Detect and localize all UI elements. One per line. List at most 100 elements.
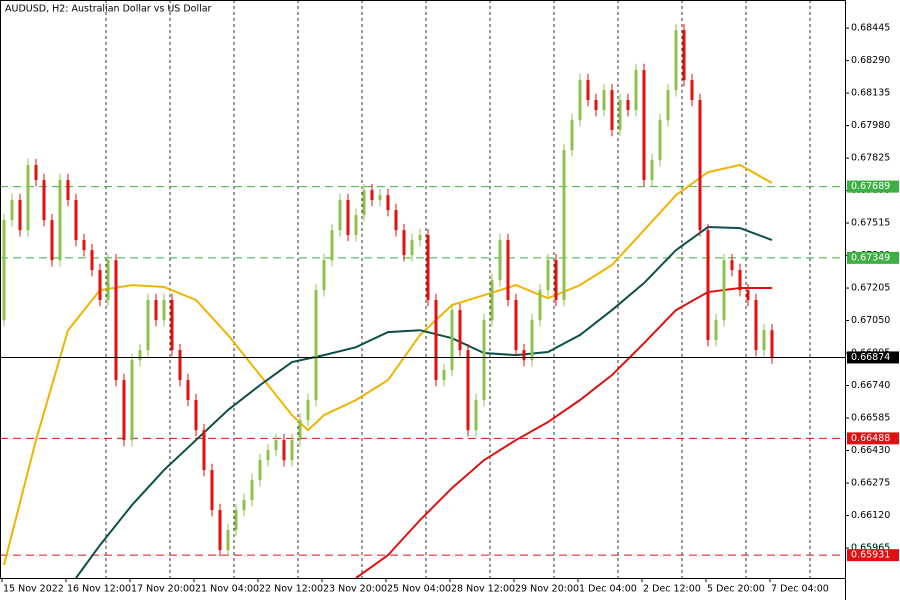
candle-body: [354, 215, 358, 236]
candle-body: [250, 480, 254, 501]
y-tick-label: 0.67050: [851, 315, 890, 326]
candle-body: [442, 370, 446, 381]
candle-body: [498, 240, 502, 281]
candle-body: [450, 310, 454, 371]
candle-body: [114, 260, 118, 381]
candle-body: [698, 100, 702, 231]
candle-body: [754, 300, 758, 351]
candle-body: [2, 220, 6, 321]
candle-body: [258, 460, 262, 481]
candle-body: [314, 290, 318, 401]
candle-body: [746, 290, 750, 301]
x-tick-label: 22 Nov 12:00: [259, 584, 323, 595]
candle-body: [290, 440, 294, 461]
candle-body: [626, 100, 630, 111]
x-tick-label: 28 Nov 12:00: [451, 584, 515, 595]
candle-body: [514, 300, 518, 351]
x-tick-label: 7 Dec 04:00: [771, 584, 829, 595]
candle-body: [378, 195, 382, 201]
level-tag: [847, 549, 899, 562]
candle-body: [242, 500, 246, 511]
candle-body: [170, 300, 174, 351]
candle-body: [650, 160, 654, 181]
candle-body: [586, 80, 590, 101]
candle-body: [282, 440, 286, 461]
x-tick-label: 16 Nov 12:00: [67, 584, 131, 595]
candle-body: [162, 300, 166, 321]
candle-body: [770, 330, 774, 358]
candle-body: [90, 250, 94, 271]
candle-body: [274, 440, 278, 451]
candle-body: [226, 529, 230, 551]
candle-body: [730, 260, 734, 271]
level-tag: [847, 180, 899, 193]
x-tick-label: 15 Nov 2022: [3, 584, 64, 595]
candle-body: [762, 330, 766, 351]
candle-body: [674, 30, 678, 91]
x-tick-label: 29 Nov 20:00: [515, 584, 579, 595]
candle-body: [186, 380, 190, 401]
current-price-tag: [847, 351, 899, 364]
candle-body: [322, 260, 326, 291]
candle-body: [738, 270, 742, 291]
candle-body: [26, 164, 30, 231]
candle-body: [346, 200, 350, 236]
candle-body: [34, 164, 38, 181]
y-tick-label: 0.67515: [851, 218, 890, 229]
level-tag: [847, 251, 899, 264]
candle-body: [722, 260, 726, 321]
candle-body: [706, 230, 710, 341]
candle-body: [602, 90, 606, 111]
candle-body: [146, 300, 150, 351]
candle-body: [122, 380, 126, 441]
candle-body: [154, 300, 158, 321]
x-tick-label: 21 Nov 04:00: [195, 584, 259, 595]
candle-body: [578, 80, 582, 121]
candle-body: [362, 190, 366, 216]
candle-body: [138, 350, 142, 361]
candle-body: [410, 240, 414, 256]
y-tick-label: 0.66740: [851, 380, 890, 391]
candle-body: [434, 300, 438, 381]
x-tick-label: 25 Nov 04:00: [387, 584, 451, 595]
candle-body: [202, 430, 206, 471]
level-label: 0.66488: [851, 433, 890, 444]
x-tick-label: 2 Dec 12:00: [643, 584, 701, 595]
candle-body: [402, 230, 406, 256]
x-tick-label: 17 Nov 20:00: [131, 584, 195, 595]
candle-body: [562, 150, 566, 301]
chart-title: AUDUSD, H2: Australian Dollar vs US Doll…: [5, 4, 212, 15]
moving-average: [3, 163, 773, 566]
candle-body: [306, 400, 310, 421]
y-tick-label: 0.68135: [851, 88, 890, 99]
candle-body: [634, 70, 638, 111]
candle-body: [610, 90, 614, 130]
candle-body: [330, 230, 334, 261]
current-price-label: 0.66874: [851, 352, 890, 363]
candle-body: [50, 220, 54, 261]
level-label: 0.65931: [851, 550, 890, 561]
candle-body: [506, 240, 510, 301]
candle-body: [618, 100, 622, 130]
candle-body: [466, 350, 470, 431]
candle-body: [538, 290, 542, 321]
y-tick-label: 0.66120: [851, 510, 890, 521]
y-tick-label: 0.65965: [851, 543, 890, 554]
y-tick-label: 0.68445: [851, 23, 890, 34]
candle-body: [458, 310, 462, 351]
candle-body: [666, 90, 670, 121]
candle-body: [690, 80, 694, 101]
candle-body: [658, 120, 662, 161]
y-tick-label: 0.66430: [851, 445, 890, 456]
moving-average: [75, 226, 773, 579]
x-tick-label: 5 Dec 20:00: [707, 584, 765, 595]
candle-body: [130, 360, 134, 441]
candle-body: [370, 190, 374, 201]
candle-body: [234, 510, 238, 530]
candle-body: [98, 270, 102, 301]
candle-body: [522, 350, 526, 361]
candle-body: [554, 260, 558, 301]
y-tick-label: 0.66585: [851, 413, 890, 424]
candle-body: [218, 510, 222, 551]
